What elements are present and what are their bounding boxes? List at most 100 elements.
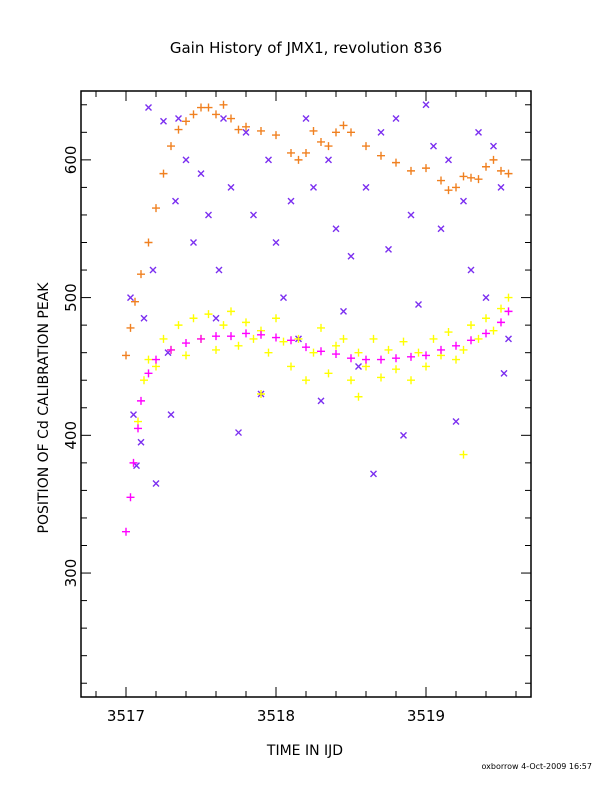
data-point (340, 307, 347, 315)
data-point (354, 392, 363, 401)
data-point (317, 323, 325, 332)
data-point (504, 293, 513, 302)
data-point (227, 183, 235, 191)
data-point (131, 297, 139, 306)
data-point (355, 362, 362, 370)
axis-ticks: 300 400 500 600 3517 3518 3519 (62, 91, 531, 725)
data-point (422, 362, 430, 371)
data-point (459, 172, 468, 181)
data-point (497, 183, 505, 191)
data-point (399, 337, 408, 346)
data-point (384, 345, 393, 354)
data-point (242, 318, 250, 327)
data-point (339, 334, 348, 343)
data-point (392, 158, 400, 167)
data-point (287, 336, 295, 345)
data-point (460, 197, 467, 205)
data-point (504, 169, 513, 178)
data-point (287, 197, 295, 205)
data-point (489, 326, 498, 335)
data-point (127, 294, 134, 302)
data-point (126, 493, 135, 502)
data-point (324, 142, 333, 151)
data-point (505, 335, 512, 343)
data-point (362, 355, 370, 364)
data-point (234, 341, 243, 350)
data-point (197, 170, 205, 178)
data-point (504, 307, 513, 316)
data-point (377, 151, 385, 160)
data-point (444, 186, 453, 195)
data-point (474, 175, 483, 184)
data-point (212, 110, 220, 119)
data-point (332, 128, 340, 137)
data-point (144, 369, 153, 378)
data-point (370, 470, 377, 478)
data-point (385, 245, 392, 253)
y-tick-label: 300 (62, 559, 80, 588)
data-point (215, 266, 223, 274)
data-point (160, 117, 167, 125)
x-axis-label: TIME IN IJD (266, 743, 343, 759)
data-point (205, 211, 212, 219)
data-point (174, 125, 183, 134)
data-point (317, 397, 325, 405)
data-point (265, 156, 272, 164)
data-point (309, 126, 318, 135)
data-point (392, 365, 400, 374)
data-point (294, 155, 303, 164)
data-point (400, 431, 407, 439)
data-point (437, 225, 445, 233)
data-point (227, 307, 235, 316)
data-point (377, 373, 385, 382)
series-0 (122, 100, 513, 360)
data-point (212, 345, 220, 354)
data-point (392, 354, 400, 363)
data-point (149, 266, 157, 274)
data-point (279, 337, 288, 346)
data-point (482, 314, 490, 323)
data-point (144, 238, 153, 247)
data-point (152, 362, 160, 371)
data-point (459, 450, 468, 459)
data-point (302, 148, 310, 157)
data-point (437, 345, 445, 354)
data-point (204, 310, 213, 319)
data-point (204, 103, 213, 112)
data-point (257, 126, 265, 135)
data-point (249, 334, 258, 343)
data-point (332, 350, 340, 359)
data-point (467, 336, 475, 345)
x-tick-label: 3518 (257, 707, 295, 725)
plot-border (80, 90, 532, 698)
data-point (317, 347, 325, 356)
data-point (407, 211, 415, 219)
data-point (347, 128, 355, 137)
data-point (182, 117, 190, 126)
data-point (137, 438, 145, 446)
data-point (415, 300, 422, 308)
data-point (134, 424, 142, 433)
data-point (302, 343, 310, 352)
data-point (422, 101, 430, 109)
data-point (332, 225, 340, 233)
data-point (287, 362, 295, 371)
data-point (347, 354, 355, 363)
y-tick-label: 500 (62, 283, 80, 312)
data-point (362, 142, 370, 151)
series-1 (127, 101, 512, 488)
data-point (242, 329, 250, 338)
data-point (489, 155, 498, 164)
data-point (347, 252, 355, 260)
footer-credit: oxborrow 4-Oct-2009 16:57 (482, 762, 592, 771)
data-point (140, 376, 148, 385)
data-point (339, 121, 348, 130)
data-point (234, 125, 243, 134)
data-point (189, 110, 198, 119)
series-2 (134, 293, 513, 459)
y-tick-label: 600 (62, 146, 80, 175)
data-point (212, 332, 220, 341)
data-point (220, 115, 227, 123)
data-point (137, 270, 145, 279)
data-point (310, 183, 317, 191)
